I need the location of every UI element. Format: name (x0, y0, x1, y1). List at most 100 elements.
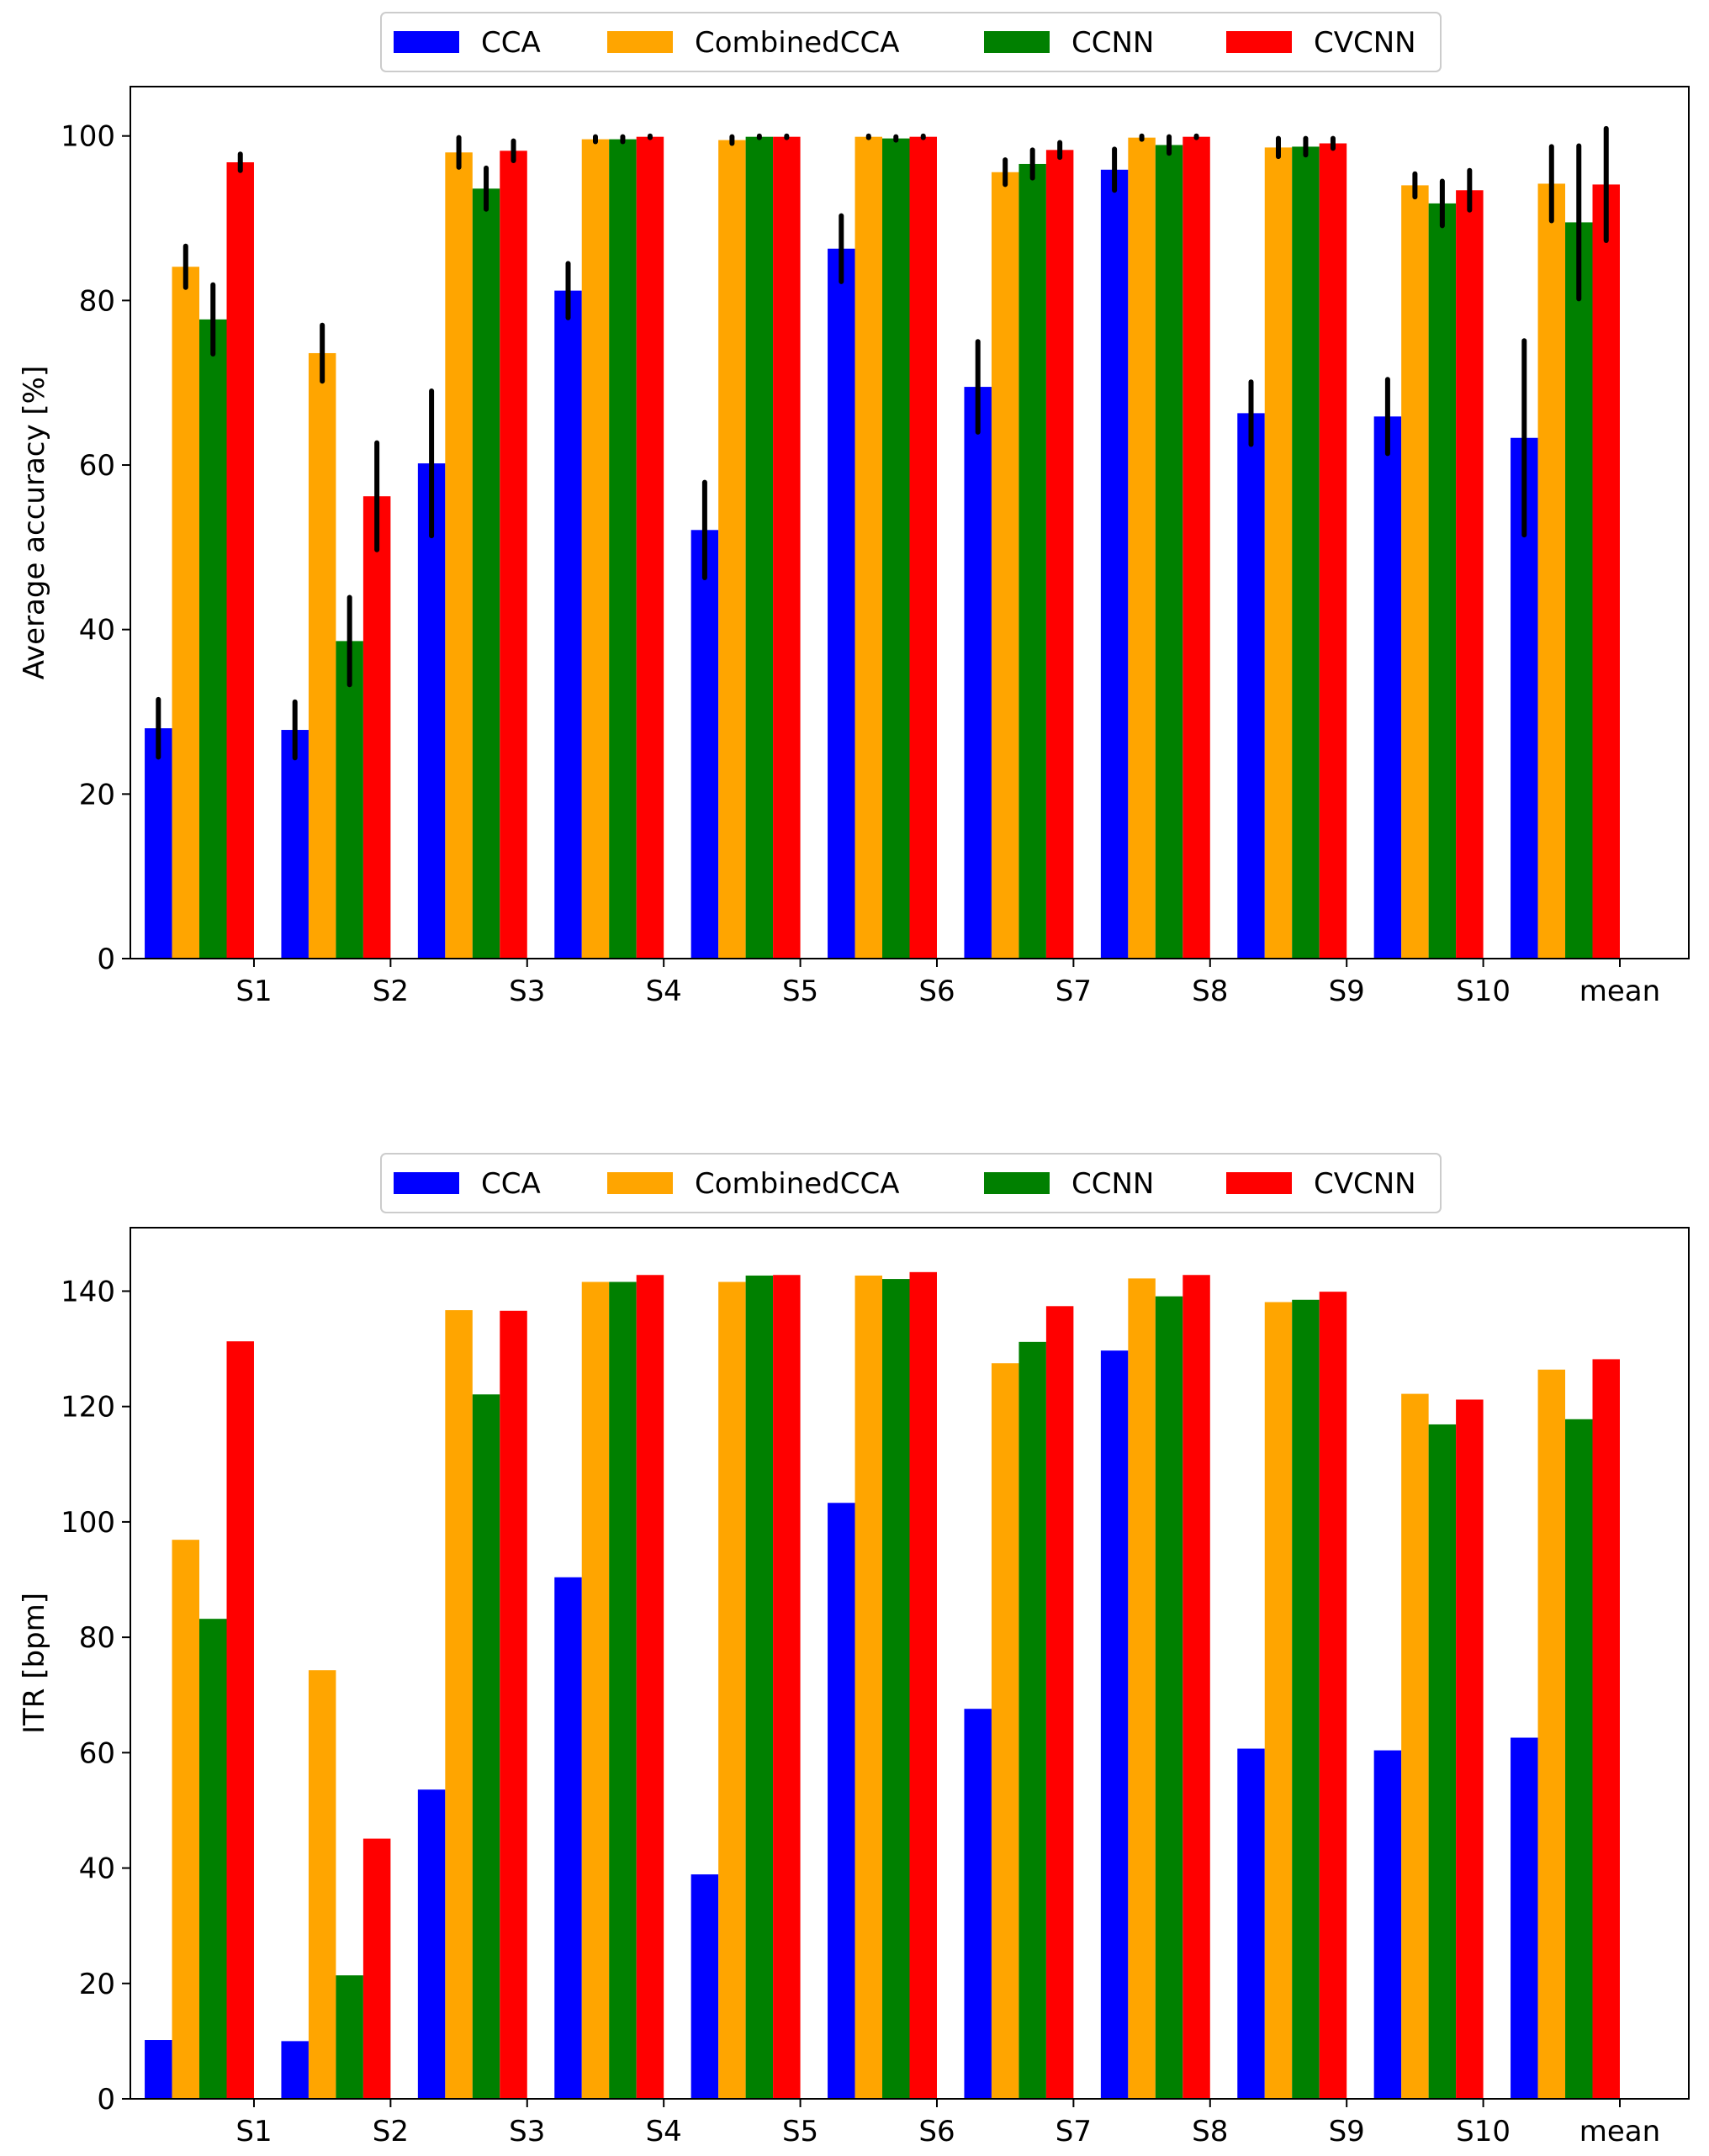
bar-ccnn-s4 (609, 139, 637, 959)
series-combinedcca (172, 136, 1566, 959)
x-tick-label-s3: S3 (509, 2115, 545, 2148)
bar-cvcnn-s2 (362, 496, 391, 959)
bar-cvcnn-s5 (773, 136, 801, 959)
y-axis-label: Average accuracy [%] (18, 366, 51, 679)
x-tick-label-s5: S5 (782, 975, 818, 1008)
bar-cca-s9 (1237, 413, 1265, 959)
legend-swatch-cvcnn (1226, 1172, 1292, 1194)
bar-combinedcca-s3 (445, 1310, 473, 2099)
bar-cca-s7 (964, 387, 992, 959)
bar-cca-s9 (1237, 1748, 1265, 2099)
bar-ccnn-mean (1565, 1419, 1593, 2099)
bar-combinedcca-s8 (1128, 137, 1156, 959)
legend: CCA CombinedCCA CCNN CVCNN (380, 1153, 1442, 1213)
x-tick-label-s8: S8 (1192, 2115, 1228, 2148)
x-tick-label-s2: S2 (373, 2115, 409, 2148)
legend-box (380, 12, 1442, 72)
chart-2: 0 20 40 60 80 100 120 140 S1 S2 S3 S4 S5 S6 S7 S8 S9 S10 m… (18, 1153, 1690, 2148)
legend-label-ccnn: CCNN (1071, 26, 1154, 60)
bar-ccnn-s2 (336, 641, 363, 959)
legend-box (380, 1153, 1442, 1213)
y-axis-label: ITR [bpm] (18, 1593, 51, 1734)
bar-cca-s2 (281, 730, 309, 959)
bar-combinedcca-s1 (172, 1540, 200, 2099)
y-tick-label: 20 (79, 1968, 115, 2001)
y-tick-label: 40 (79, 1852, 115, 1886)
bar-combinedcca-s2 (308, 1670, 336, 2099)
legend-swatch-cca (394, 1172, 459, 1194)
bar-cca-s10 (1373, 416, 1402, 959)
bar-ccnn-s5 (745, 1275, 774, 2099)
y-tick-label: 0 (97, 2083, 115, 2116)
x-tick-label-s1: S1 (235, 975, 272, 1008)
bar-ccnn-s1 (199, 1619, 227, 2099)
x-tick-label-s10: S10 (1456, 975, 1511, 1008)
bar-cca-s6 (828, 248, 855, 959)
bar-cca-s4 (554, 290, 582, 959)
y-tick-label: 100 (61, 1506, 115, 1540)
bar-combinedcca-s9 (1264, 1302, 1293, 2099)
bar-cvcnn-s3 (500, 1310, 527, 2099)
legend-swatch-cvcnn (1226, 31, 1292, 53)
bar-cca-s2 (281, 2041, 309, 2099)
x-tick-label-mean: mean (1579, 2115, 1660, 2148)
bar-cvcnn-s6 (909, 136, 937, 959)
bar-cvcnn-mean (1592, 184, 1620, 959)
bar-ccnn-s7 (1019, 1341, 1046, 2099)
bar-cca-mean (1511, 1737, 1538, 2099)
bar-combinedcca-s7 (991, 1363, 1019, 2099)
bar-ccnn-s4 (609, 1281, 637, 2099)
bar-combinedcca-s5 (718, 140, 746, 959)
legend-swatch-ccnn (984, 1172, 1050, 1194)
legend-label-cvcnn: CVCNN (1314, 1167, 1416, 1201)
bar-ccnn-mean (1565, 222, 1593, 959)
bar-combinedcca-s1 (172, 267, 200, 959)
x-tick-label-s6: S6 (918, 2115, 955, 2148)
bar-combinedcca-s5 (718, 1281, 746, 2099)
legend-swatch-combinedcca (607, 31, 673, 53)
bar-cvcnn-s7 (1045, 150, 1074, 959)
x-tick-label-s4: S4 (646, 975, 682, 1008)
y-tick-label: 100 (61, 120, 115, 154)
bar-ccnn-s3 (472, 1394, 500, 2099)
y-tick-label: 140 (61, 1275, 115, 1308)
bar-combinedcca-s4 (581, 139, 610, 959)
bar-ccnn-s10 (1428, 1424, 1457, 2099)
bar-cvcnn-s10 (1456, 190, 1484, 959)
bar-combinedcca-s7 (991, 172, 1019, 959)
bar-combinedcca-mean (1537, 183, 1566, 959)
bar-ccnn-s6 (882, 138, 910, 959)
chart-1: 0 20 40 60 80 100 S1 S2 S3 S4 S5 S6 S7 S8 S9 S10 mean Ave… (18, 12, 1690, 1008)
bar-cca-s4 (554, 1577, 582, 2099)
series-cca (145, 169, 1538, 959)
bar-combinedcca-s8 (1128, 1278, 1156, 2099)
y-tick-label: 40 (79, 614, 115, 647)
bar-cca-s3 (417, 1789, 446, 2099)
bar-combinedcca-s10 (1401, 185, 1429, 959)
bar-cvcnn-s9 (1319, 143, 1347, 959)
bar-ccnn-s1 (199, 319, 227, 959)
legend: CCA CombinedCCA CCNN CVCNN (380, 12, 1442, 72)
y-tick-label: 60 (79, 1736, 115, 1770)
series-cca (145, 1350, 1538, 2099)
bar-ccnn-s2 (336, 1975, 363, 2099)
bar-combinedcca-s4 (581, 1281, 610, 2099)
legend-label-cca: CCA (481, 1167, 541, 1201)
legend-swatch-cca (394, 31, 459, 53)
bar-cca-s5 (690, 1874, 719, 2099)
x-tick-label-s8: S8 (1192, 975, 1228, 1008)
legend-label-cca: CCA (481, 26, 541, 60)
plot-frame (130, 86, 1690, 959)
bar-cvcnn-s5 (773, 1275, 801, 2099)
series-ccnn (199, 1275, 1593, 2099)
x-tick-label-mean: mean (1579, 975, 1660, 1008)
legend-label-combinedcca: CombinedCCA (695, 26, 899, 60)
bar-combinedcca-mean (1537, 1369, 1566, 2099)
bar-cvcnn-s9 (1319, 1292, 1347, 2099)
bar-combinedcca-s3 (445, 152, 473, 959)
bar-ccnn-s7 (1019, 163, 1046, 959)
bar-cvcnn-s3 (500, 151, 527, 959)
bar-cca-s3 (417, 463, 446, 959)
bar-ccnn-s3 (472, 188, 500, 959)
